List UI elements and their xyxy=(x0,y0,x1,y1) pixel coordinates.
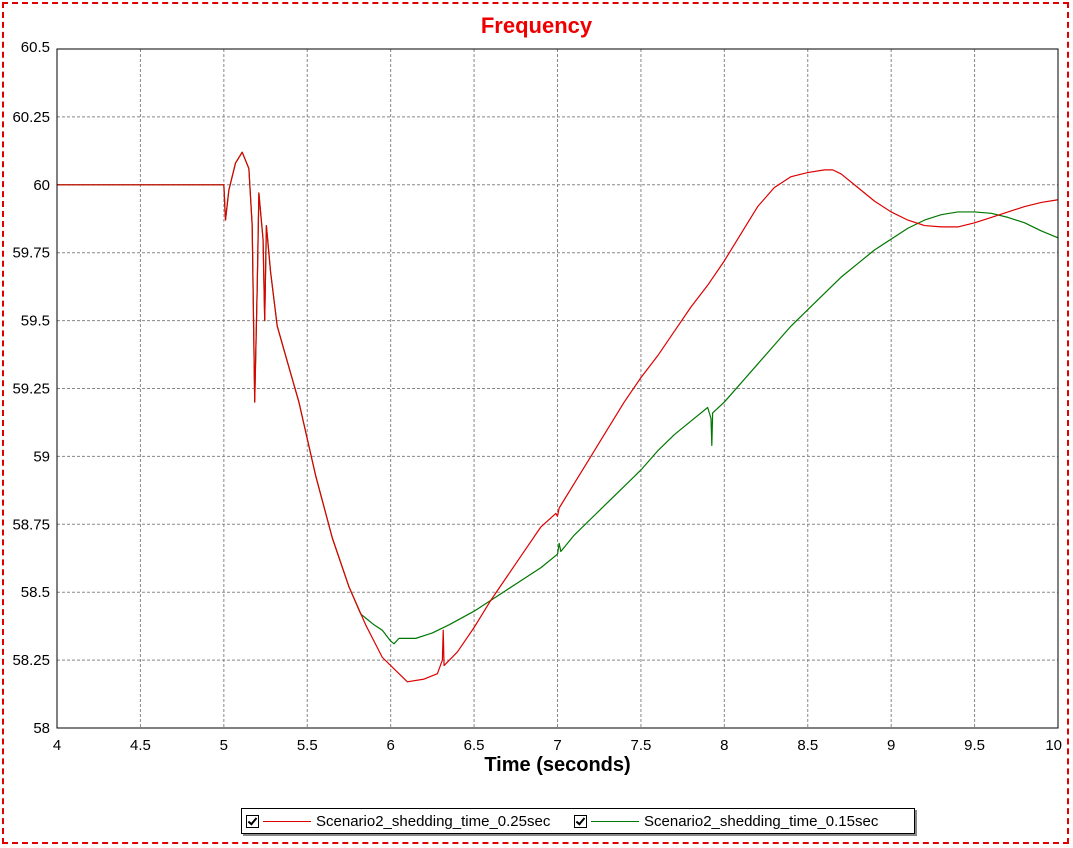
x-tick-label: 8 xyxy=(720,737,728,754)
legend: Scenario2_shedding_time_0.25sec Scenario… xyxy=(241,808,915,834)
y-tick-label: 58.5 xyxy=(21,584,50,601)
x-tick-label: 5.5 xyxy=(297,737,318,754)
series-layer xyxy=(57,151,1059,683)
x-tick-label: 8.5 xyxy=(797,737,818,754)
x-tick-label: 10 xyxy=(1045,737,1062,754)
x-tick-label: 9 xyxy=(887,737,895,754)
grid xyxy=(57,49,1058,728)
x-tick-label: 4.5 xyxy=(130,737,151,754)
plot-area-border xyxy=(56,48,1059,729)
x-tick-label: 7.5 xyxy=(630,737,651,754)
x-tick-label: 6 xyxy=(386,737,394,754)
legend-label-series-2: Scenario2_shedding_time_0.15sec xyxy=(644,812,879,830)
legend-checkbox-series-1[interactable] xyxy=(246,814,259,828)
y-tick-label: 60 xyxy=(33,177,50,194)
y-tick-label: 58.25 xyxy=(12,652,50,669)
y-tick-label: 59.5 xyxy=(21,313,50,330)
legend-item-series-2[interactable]: Scenario2_shedding_time_0.15sec xyxy=(574,809,878,833)
x-tick-label: 4 xyxy=(53,737,61,754)
y-tick-label: 58 xyxy=(33,720,50,737)
x-tick-label: 6.5 xyxy=(464,737,485,754)
y-tick-label: 59 xyxy=(33,448,50,465)
y-tick-label: 60.5 xyxy=(21,39,50,56)
y-tick-label: 59.25 xyxy=(12,381,50,398)
legend-swatch-series-1 xyxy=(263,820,311,822)
legend-item-series-1[interactable]: Scenario2_shedding_time_0.25sec xyxy=(246,809,550,833)
chart-title: Frequency xyxy=(480,13,593,38)
y-tick-label: 60.25 xyxy=(12,109,50,126)
legend-label-series-1: Scenario2_shedding_time_0.25sec xyxy=(316,812,551,830)
x-axis-title: Time (seconds) xyxy=(484,754,631,776)
y-tick-label: 58.75 xyxy=(12,516,50,533)
x-tick-label: 5 xyxy=(220,737,228,754)
series-line-1 xyxy=(57,151,1059,683)
y-tick-label: 59.75 xyxy=(12,245,50,262)
legend-swatch-series-2 xyxy=(591,820,639,822)
x-tick-label: 9.5 xyxy=(964,737,985,754)
tick-labels: 4 4.5 5 5.5 6 6.5 7 7.5 8 8.5 9 9.5 10 58 58.25 58.5 58.… xyxy=(12,39,1062,754)
legend-checkbox-series-2[interactable] xyxy=(574,814,587,828)
x-tick-label: 7 xyxy=(553,737,561,754)
